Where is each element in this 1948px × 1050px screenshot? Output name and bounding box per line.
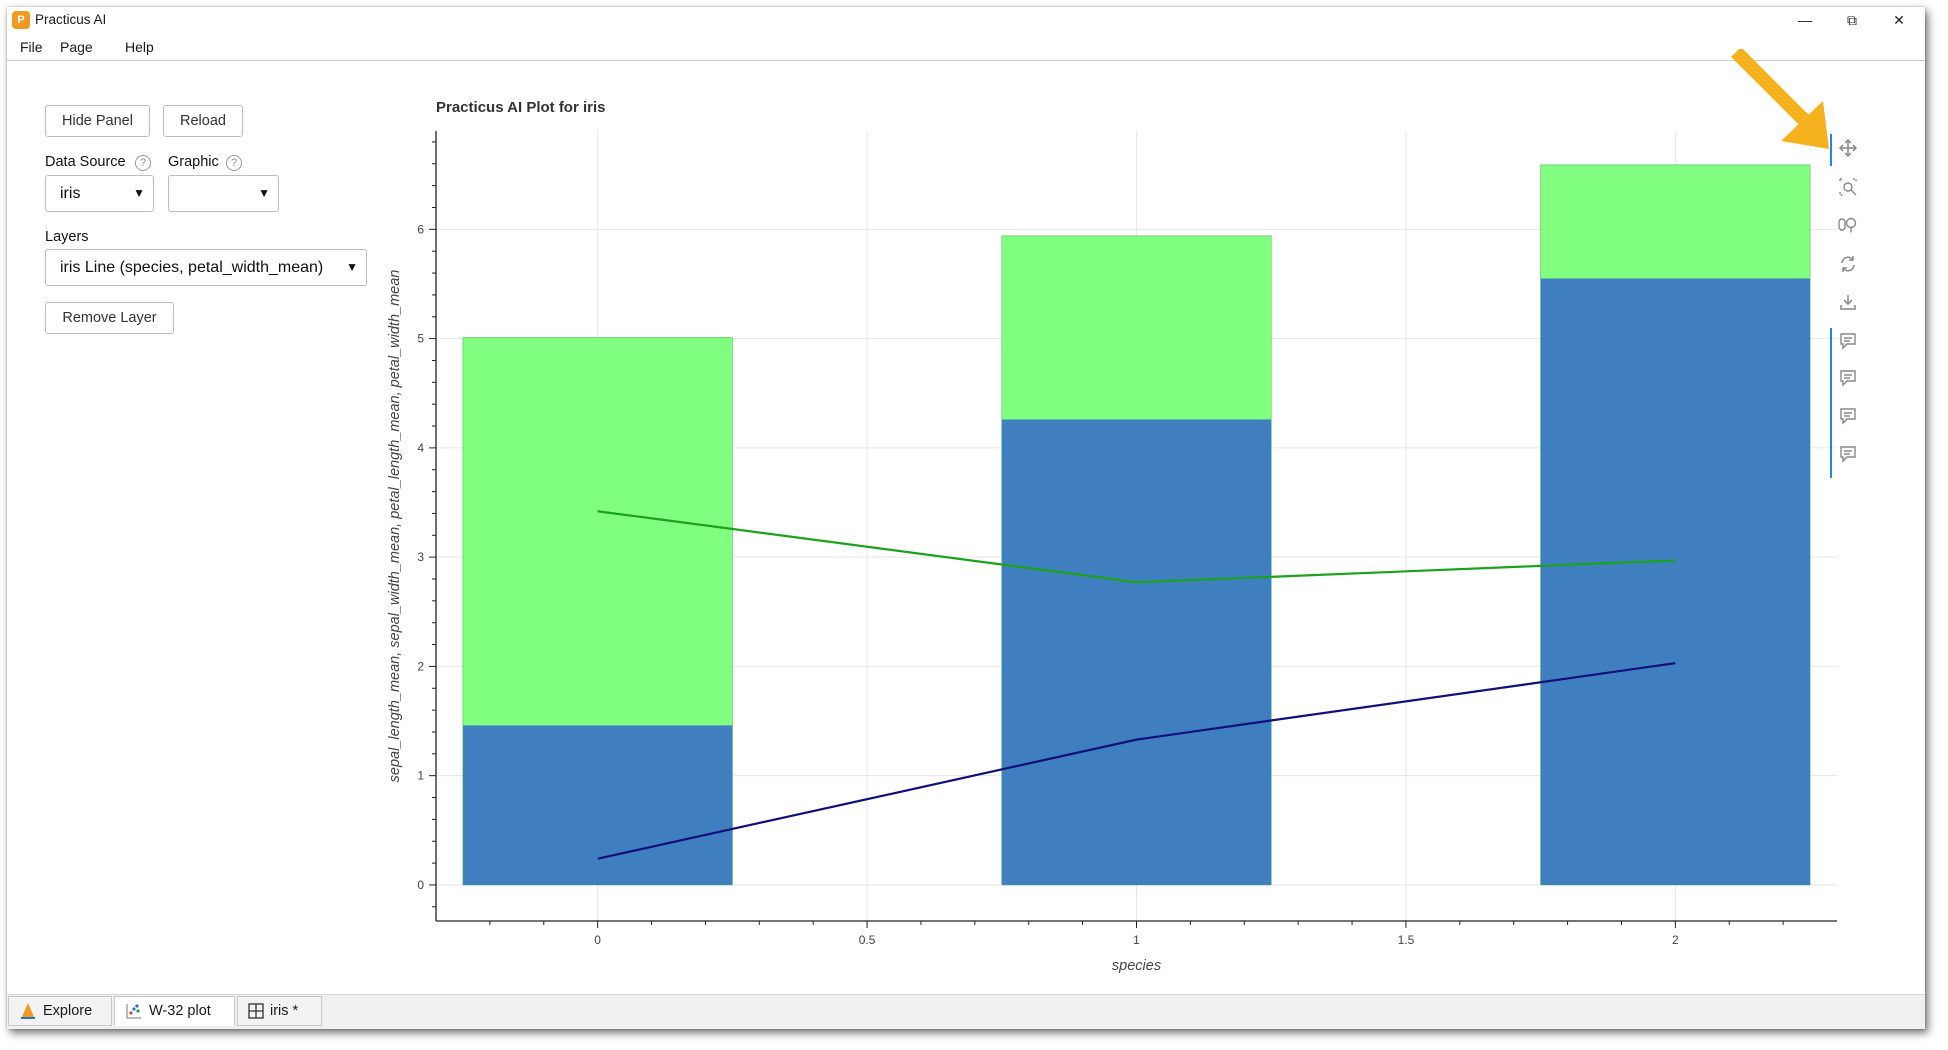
layers-select[interactable]: iris Line (species, petal_width_mean) ▼ [45,249,367,286]
minimize-button[interactable]: — [1798,12,1812,28]
hover-icon[interactable] [1836,442,1860,466]
tab-explore[interactable]: Explore [8,996,112,1026]
bar [1001,419,1272,885]
menu-bar: File Page Help [7,36,1925,61]
y-tick-label: 1 [417,769,424,783]
pan-icon[interactable] [1836,136,1860,160]
graphic-help-icon[interactable]: ? [226,155,242,171]
y-tick-label: 4 [417,441,424,455]
close-button[interactable]: ✕ [1893,11,1905,28]
menu-help[interactable]: Help [125,39,154,55]
series-line [597,662,1676,860]
reset-icon[interactable] [1836,252,1860,276]
y-axis-label: sepal_length_mean, sepal_width_mean, pet… [387,270,403,783]
save-icon[interactable] [1836,290,1860,314]
plot-canvas: Practicus AI Plot for iris 0 0.5 1 1.5 2 0 1 2 3 4… [387,99,1837,974]
title-bar: P Practicus AI — ⧉ ✕ [7,7,1925,33]
reload-button[interactable]: Reload [163,105,243,137]
chevron-down-icon: ▼ [258,186,270,200]
practicus-logo-icon: P [12,11,30,29]
x-axis-label: species [1112,958,1161,974]
callout-arrow-icon [1731,49,1829,149]
hide-panel-button[interactable]: Hide Panel [45,105,150,137]
window-title: Practicus AI [35,12,107,27]
y-tick-label: 3 [417,550,424,564]
menu-page[interactable]: Page [60,39,93,55]
chevron-down-icon: ▼ [346,260,358,274]
remove-layer-button[interactable]: Remove Layer [45,302,174,334]
tab-w32-plot-label: W-32 plot [149,1003,211,1019]
tab-w32-plot[interactable]: W-32 plot [114,996,235,1026]
menu-file[interactable]: File [20,39,43,55]
grid-icon [248,1003,264,1019]
maximize-button[interactable]: ⧉ [1847,11,1857,28]
hover-icon[interactable] [1836,404,1860,428]
layers-label: Layers [45,229,89,245]
y-tick-label: 6 [417,222,424,236]
explore-icon [21,1003,35,1019]
hover-icon[interactable] [1836,366,1860,390]
y-tick-label: 2 [417,659,424,673]
chevron-down-icon: ▼ [133,186,145,200]
data-source-help-icon[interactable]: ? [135,155,151,171]
main-content: Hide Panel Reload Data Source ? Graphic … [7,49,1925,994]
plot-icon [126,1004,141,1019]
series-line [597,510,1676,584]
x-tick-label: 0.5 [859,933,876,947]
data-source-label: Data Source [45,154,126,170]
y-tick-label: 5 [417,332,424,346]
graphic-select[interactable]: ▼ [168,175,279,212]
tab-iris-label: iris * [270,1003,299,1019]
tab-explore-label: Explore [43,1003,93,1019]
x-tick-label: 1 [1133,933,1140,947]
data-source-value: iris [60,185,81,202]
data-source-select[interactable]: iris ▼ [45,175,154,212]
layers-value: iris Line (species, petal_width_mean) [60,259,324,276]
bar [462,725,733,885]
x-tick-label: 2 [1672,933,1679,947]
app-window: P Practicus AI — ⧉ ✕ File Page Help Hide… [7,7,1925,1029]
toolbar-active-bar-hover [1830,328,1832,478]
tab-iris[interactable]: iris * [237,996,322,1026]
tab-bar: Explore W-32 plot iris * [7,994,1925,1029]
box-zoom-icon[interactable] [1836,175,1860,199]
graphic-label: Graphic [168,154,219,170]
x-tick-label: 0 [594,933,601,947]
wheel-zoom-icon[interactable] [1836,213,1860,237]
bar [1540,278,1811,885]
x-tick-label: 1.5 [1398,933,1415,947]
toolbar-active-bar-top [1830,134,1832,166]
hover-icon[interactable] [1836,329,1860,353]
y-tick-label: 0 [417,878,424,892]
chart-title: Practicus AI Plot for iris [436,99,606,116]
